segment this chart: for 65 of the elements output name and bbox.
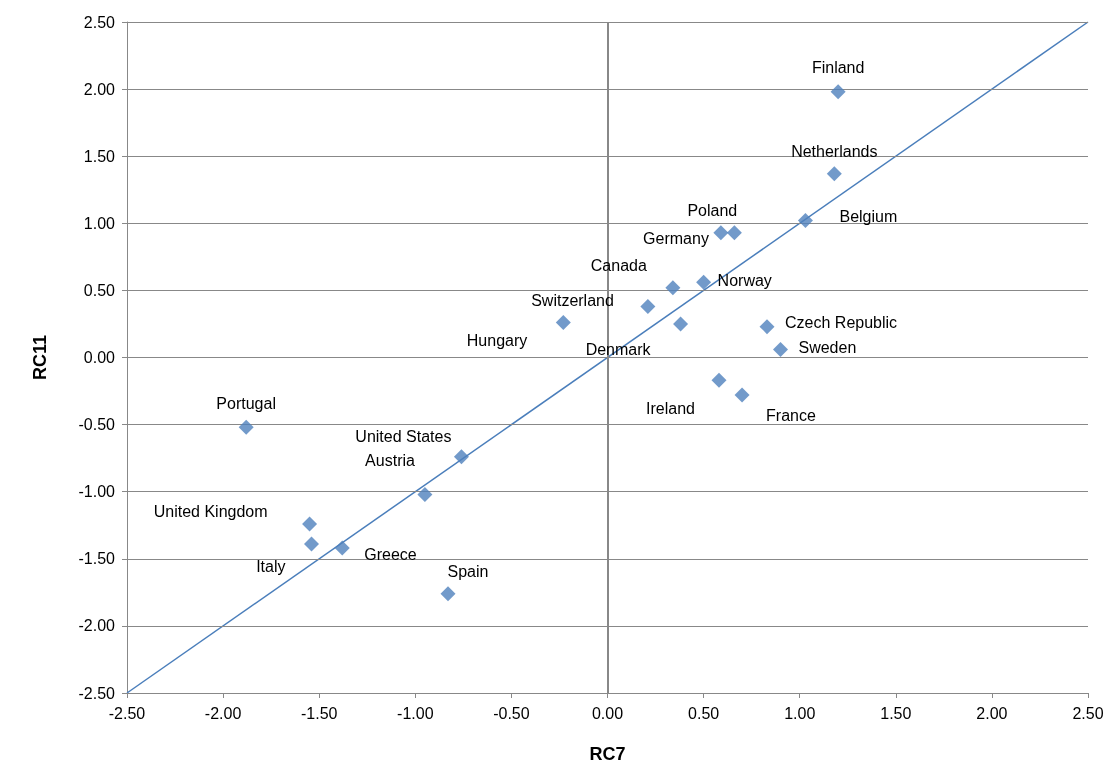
x-tick-label: -2.50 — [108, 704, 146, 722]
annotation: United States — [355, 428, 452, 446]
point — [555, 315, 571, 331]
x-tick-label: 0.00 — [591, 704, 624, 722]
annotation: Sweden — [798, 338, 857, 356]
y-tick-label: -0.50 — [78, 416, 116, 434]
x-tick-label: -0.50 — [493, 704, 530, 722]
annotation: Greece — [364, 545, 417, 563]
y-tick-label: 2.50 — [83, 13, 116, 31]
annotation: Germany — [643, 230, 709, 248]
annotation: Czech Republic — [785, 314, 898, 332]
y-tick-label: -2.50 — [78, 684, 116, 702]
annotation: Belgium — [839, 208, 898, 226]
annotation: Canada — [590, 257, 647, 275]
point — [711, 372, 727, 388]
point — [797, 213, 813, 229]
point — [734, 387, 750, 403]
point — [759, 319, 775, 335]
point — [673, 316, 689, 332]
point — [696, 274, 712, 290]
point — [665, 280, 681, 296]
annotation: Italy — [256, 557, 286, 575]
annotation: Poland — [687, 202, 738, 220]
point — [726, 225, 742, 241]
x-tick-label: -1.50 — [300, 704, 338, 722]
point — [302, 516, 318, 532]
point — [417, 486, 433, 502]
y-tick-label: 0.50 — [83, 281, 116, 299]
point — [640, 299, 656, 314]
x-tick-label: 1.00 — [784, 704, 816, 722]
point — [238, 419, 254, 435]
annotation: Hungary — [466, 332, 528, 350]
x-tick-label: -1.00 — [397, 704, 434, 722]
annotation: Spain — [447, 563, 489, 581]
annotation: United Kingdom — [153, 503, 268, 521]
point — [453, 449, 469, 465]
y-tick-label: 0.00 — [83, 349, 116, 366]
y-tick-label: -1.50 — [78, 550, 116, 568]
point — [334, 540, 350, 556]
y-tick-label: 1.00 — [83, 214, 116, 232]
annotation: Switzerland — [531, 292, 614, 309]
annotation: France — [766, 406, 816, 424]
annotation: Portugal — [216, 394, 276, 412]
y-tick-label: -2.00 — [78, 617, 116, 635]
y-tick-label: 2.00 — [83, 80, 116, 98]
y-axis-title: RC11 — [30, 334, 50, 381]
point — [830, 84, 846, 100]
annotation: Norway — [717, 271, 772, 289]
annotation: Finland — [811, 59, 865, 77]
point — [826, 166, 842, 182]
y-tick-label: -1.00 — [78, 483, 116, 501]
x-tick-label: 2.00 — [976, 704, 1008, 722]
x-tick-label: 1.50 — [880, 704, 912, 722]
annotation: Netherlands — [791, 143, 878, 161]
point — [772, 341, 788, 357]
x-axis-title: RC7 — [589, 744, 626, 764]
x-tick-label: 0.50 — [688, 704, 720, 722]
point — [713, 225, 729, 241]
point — [304, 536, 320, 552]
annotation: Austria — [365, 451, 416, 469]
y-tick-label: 1.50 — [83, 147, 116, 165]
point — [440, 586, 456, 602]
annotation: Ireland — [646, 399, 695, 417]
x-tick-label: 2.50 — [1072, 704, 1104, 722]
x-tick-label: -2.00 — [204, 704, 242, 722]
